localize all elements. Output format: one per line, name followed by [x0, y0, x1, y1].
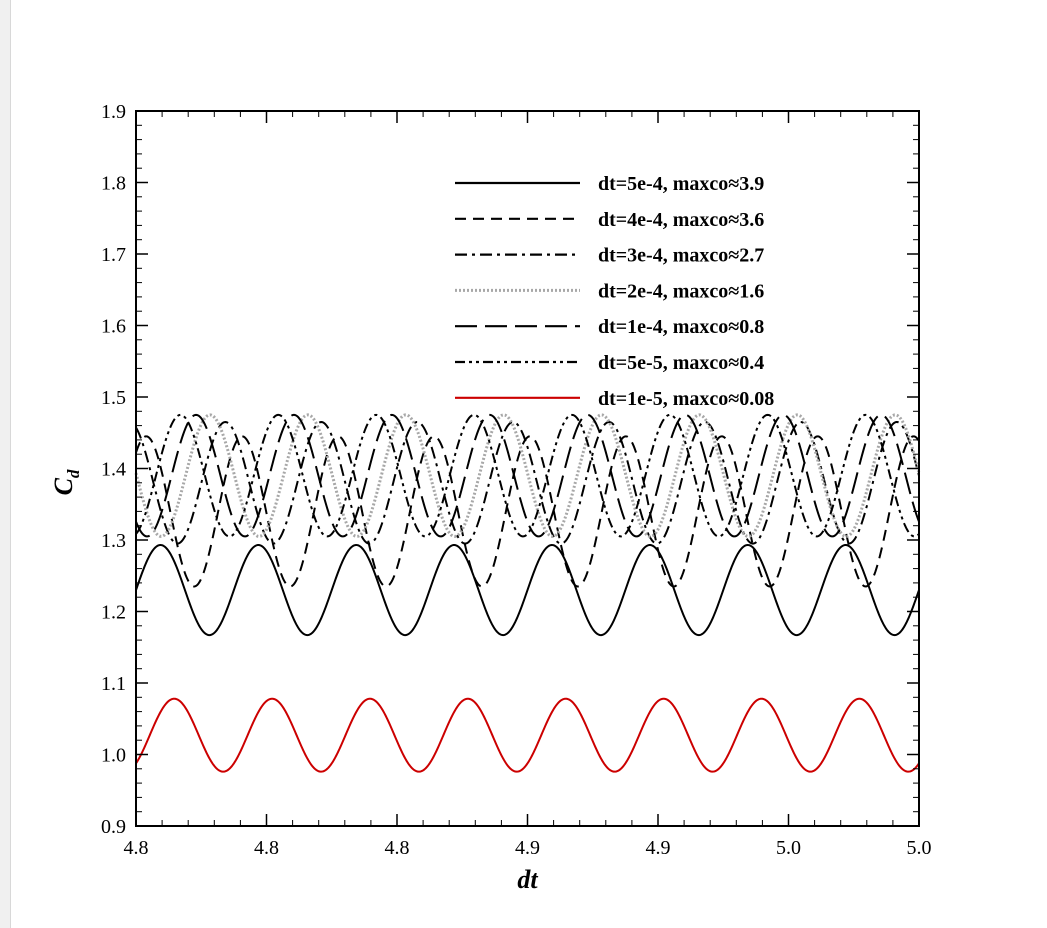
legend-label-5: dt=1e-4, maxco≈0.8 [598, 316, 764, 338]
y-tick-label: 1.8 [101, 173, 126, 195]
y-tick-label: 1.2 [101, 602, 126, 624]
y-tick-label: 1.9 [101, 101, 126, 123]
series-line-1 [135, 544, 920, 637]
series-line-4 [134, 413, 921, 538]
legend-label-2: dt=4e-4, maxco≈3.6 [598, 209, 764, 231]
y-tick-label: 1.6 [101, 316, 126, 338]
ticks-layer: 0.9 1.0 1.1 1.2 1.3 1.4 1.5 1.6 1.7 1.8 1.9 4.8 4.8 4… [101, 101, 932, 859]
x-tick-label: 4.8 [385, 837, 410, 859]
x-tick-label: 4.9 [646, 837, 671, 859]
y-axis-title-subscript: d [64, 469, 83, 478]
x-tick-label: 4.8 [254, 837, 279, 859]
y-axis-title-main: C [49, 477, 78, 495]
y-tick-label: 1.3 [101, 530, 126, 552]
x-tick-label: 4.8 [124, 837, 149, 859]
legend-label-3: dt=3e-4, maxco≈2.7 [598, 245, 764, 267]
legend-label-1: dt=5e-4, maxco≈3.9 [598, 173, 764, 195]
x-tick-label: 5.0 [907, 837, 932, 859]
y-tick-label: 1.1 [101, 673, 126, 695]
series-line-2 [135, 435, 920, 588]
y-tick-label: 1.0 [101, 745, 126, 767]
x-tick-label: 5.0 [776, 837, 801, 859]
series-layer [134, 413, 921, 773]
y-tick-label: 1.4 [101, 459, 126, 481]
series-line-6 [135, 413, 920, 538]
series-line-3 [135, 421, 920, 545]
y-tick-label: 1.5 [101, 387, 126, 409]
y-tick-label: 1.7 [101, 244, 126, 266]
series-line-5 [135, 413, 920, 538]
x-tick-label: 4.9 [515, 837, 540, 859]
legend-label-7: dt=1e-5, maxco≈0.08 [598, 388, 774, 410]
series-line-7 [135, 697, 920, 773]
window-edge [0, 0, 11, 928]
legend-label-6: dt=5e-5, maxco≈0.4 [598, 352, 764, 374]
legend-label-4: dt=2e-4, maxco≈1.6 [598, 280, 764, 302]
x-axis-title: dt [517, 865, 538, 894]
legend: dt=5e-4, maxco≈3.9 dt=4e-4, maxco≈3.6 dt=3… [455, 173, 774, 410]
y-tick-label: 0.9 [101, 816, 126, 838]
y-axis-title: Cd [49, 469, 83, 495]
